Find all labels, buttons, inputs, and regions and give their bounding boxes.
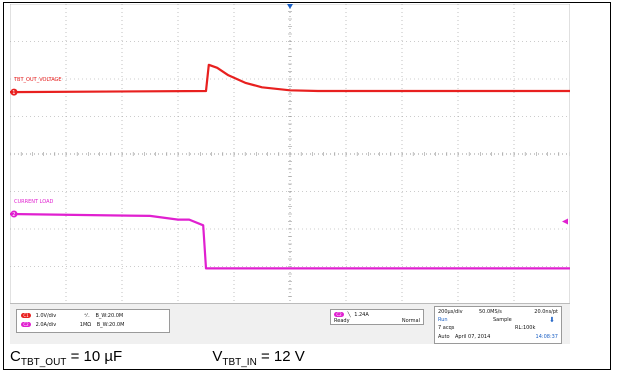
channel-settings-panel: C1 1.0V/div ⁺⁄₋ B_W:20.0M C2 2.0A/div 1M… <box>16 309 170 333</box>
acq-count: 7 acqs <box>438 325 455 331</box>
ch2-scale: 2.0A/div <box>35 322 57 328</box>
trace-1 <box>9 63 570 94</box>
auto-label: Auto <box>438 334 450 340</box>
trace-label-2: CURRENT LOAD <box>14 199 54 205</box>
ch2-settings-row: C2 2.0A/div 1MΩ B_W:20.0M <box>21 322 124 328</box>
acq-mode: Sample <box>493 317 512 323</box>
ch1-scale: 1.0V/div <box>35 313 57 319</box>
caption-capacitance: CTBT_OUT = 10 µF <box>10 348 123 368</box>
timebase: 200µs/div <box>438 309 463 315</box>
acq-arrow-icon: ⬇ <box>549 316 555 324</box>
ch1-bandwidth: B_W:20.0M <box>95 313 124 319</box>
trigger-source-badge: C2 <box>334 312 344 317</box>
sample-rate: 50.0MS/s <box>479 309 502 315</box>
scope-status-bar: C1 1.0V/div ⁺⁄₋ B_W:20.0M C2 2.0A/div 1M… <box>10 303 570 344</box>
ch2-marker-text: 2 <box>12 212 15 218</box>
run-state: Run <box>438 317 448 323</box>
ch1-ground-marker <box>10 88 18 96</box>
channel-markers: 12 <box>10 4 568 225</box>
scope-grid <box>9 3 571 305</box>
date: April 07, 2014 <box>455 334 491 340</box>
ch2-ground-marker <box>10 210 18 218</box>
ch1-badge: C1 <box>21 313 31 318</box>
trigger-row: C2 ╲ 1.24A <box>334 312 369 318</box>
ch2-impedance: 1MΩ <box>79 322 92 328</box>
trace-2 <box>9 212 570 270</box>
record-length: RL:100k <box>515 325 536 331</box>
ch1-settings-row: C1 1.0V/div ⁺⁄₋ B_W:20.0M <box>21 313 123 319</box>
ch1-coupling-icon: ⁺⁄₋ <box>83 313 90 319</box>
trace-label-1: TBT_OUT_VOLTAGE <box>13 77 62 83</box>
acquisition-panel: 200µs/div 50.0MS/s 20.0ns/pt Run Sample … <box>434 306 562 344</box>
figure-frame <box>3 2 611 370</box>
time: 14:08:37 <box>535 334 558 340</box>
ch1-marker-text: 1 <box>12 90 15 96</box>
trigger-state: Ready <box>334 318 350 324</box>
ch2-bandwidth: B_W:20.0M <box>96 322 125 328</box>
trigger-slope-icon: ╲ <box>347 312 351 318</box>
scope-traces <box>9 63 570 270</box>
trigger-level-marker <box>562 218 568 225</box>
trigger-position-marker <box>287 4 293 9</box>
trigger-panel: C2 ╲ 1.24A Ready Normal <box>330 309 424 325</box>
trigger-level: 1.24A <box>354 312 369 318</box>
figure-caption: CTBT_OUT = 10 µF VTBT_IN = 12 V <box>10 348 305 368</box>
caption-input-voltage: VTBT_IN = 12 V <box>212 348 305 368</box>
trace-labels: TBT_OUT_VOLTAGE CURRENT LOAD <box>13 77 62 205</box>
resolution: 20.0ns/pt <box>534 309 558 315</box>
ch2-badge: C2 <box>21 322 31 327</box>
trigger-mode: Normal <box>401 318 420 324</box>
